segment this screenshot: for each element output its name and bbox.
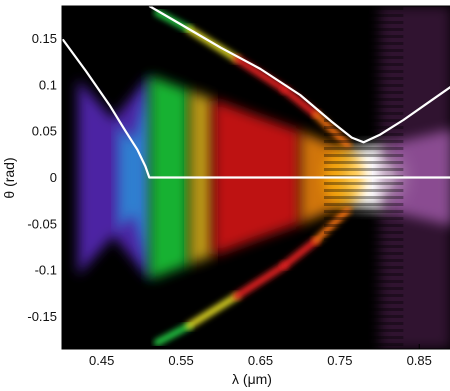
y-tick-label: -0.05 [27, 216, 57, 231]
emission-arm-segment [233, 262, 288, 300]
emission-arm-segment [153, 322, 193, 347]
x-tick-label: 0.55 [168, 353, 193, 368]
overlay-curves [62, 6, 450, 179]
spectral-band [77, 75, 150, 280]
overlay-curve [62, 37, 450, 179]
x-axis-ticks: 0.45 0.55 0.65 0.75 0.85 [89, 344, 432, 368]
emission-arm-segment [185, 292, 241, 330]
y-tick-label: 0 [50, 170, 57, 185]
x-tick-label: 0.45 [89, 353, 114, 368]
x-tick-label: 0.85 [407, 353, 432, 368]
emission-arm-segment [233, 55, 288, 93]
x-tick-label: 0.75 [327, 353, 352, 368]
x-axis-label: λ (μm) [232, 371, 272, 387]
axes: 0.45 0.55 0.65 0.75 0.85 0.15 0.1 0.05 0 -0.05 -0… [1, 5, 450, 387]
x-tick-label: 0.65 [248, 353, 273, 368]
y-tick-label: 0.15 [32, 31, 57, 46]
y-tick-label: -0.1 [35, 263, 57, 278]
y-tick-label: -0.15 [27, 309, 57, 324]
plot-area [62, 6, 450, 349]
spectral-band [117, 75, 150, 280]
emission-arm-segment [280, 237, 320, 270]
y-tick-label: 0.1 [39, 77, 57, 92]
y-tick-label: 0.05 [32, 124, 57, 139]
emission-arm-segment [280, 85, 320, 118]
y-axis-label: θ (rad) [1, 157, 17, 198]
overlay-curve [148, 6, 450, 144]
y-axis-ticks: 0.15 0.1 0.05 0 -0.05 -0.1 -0.15 [27, 31, 67, 324]
